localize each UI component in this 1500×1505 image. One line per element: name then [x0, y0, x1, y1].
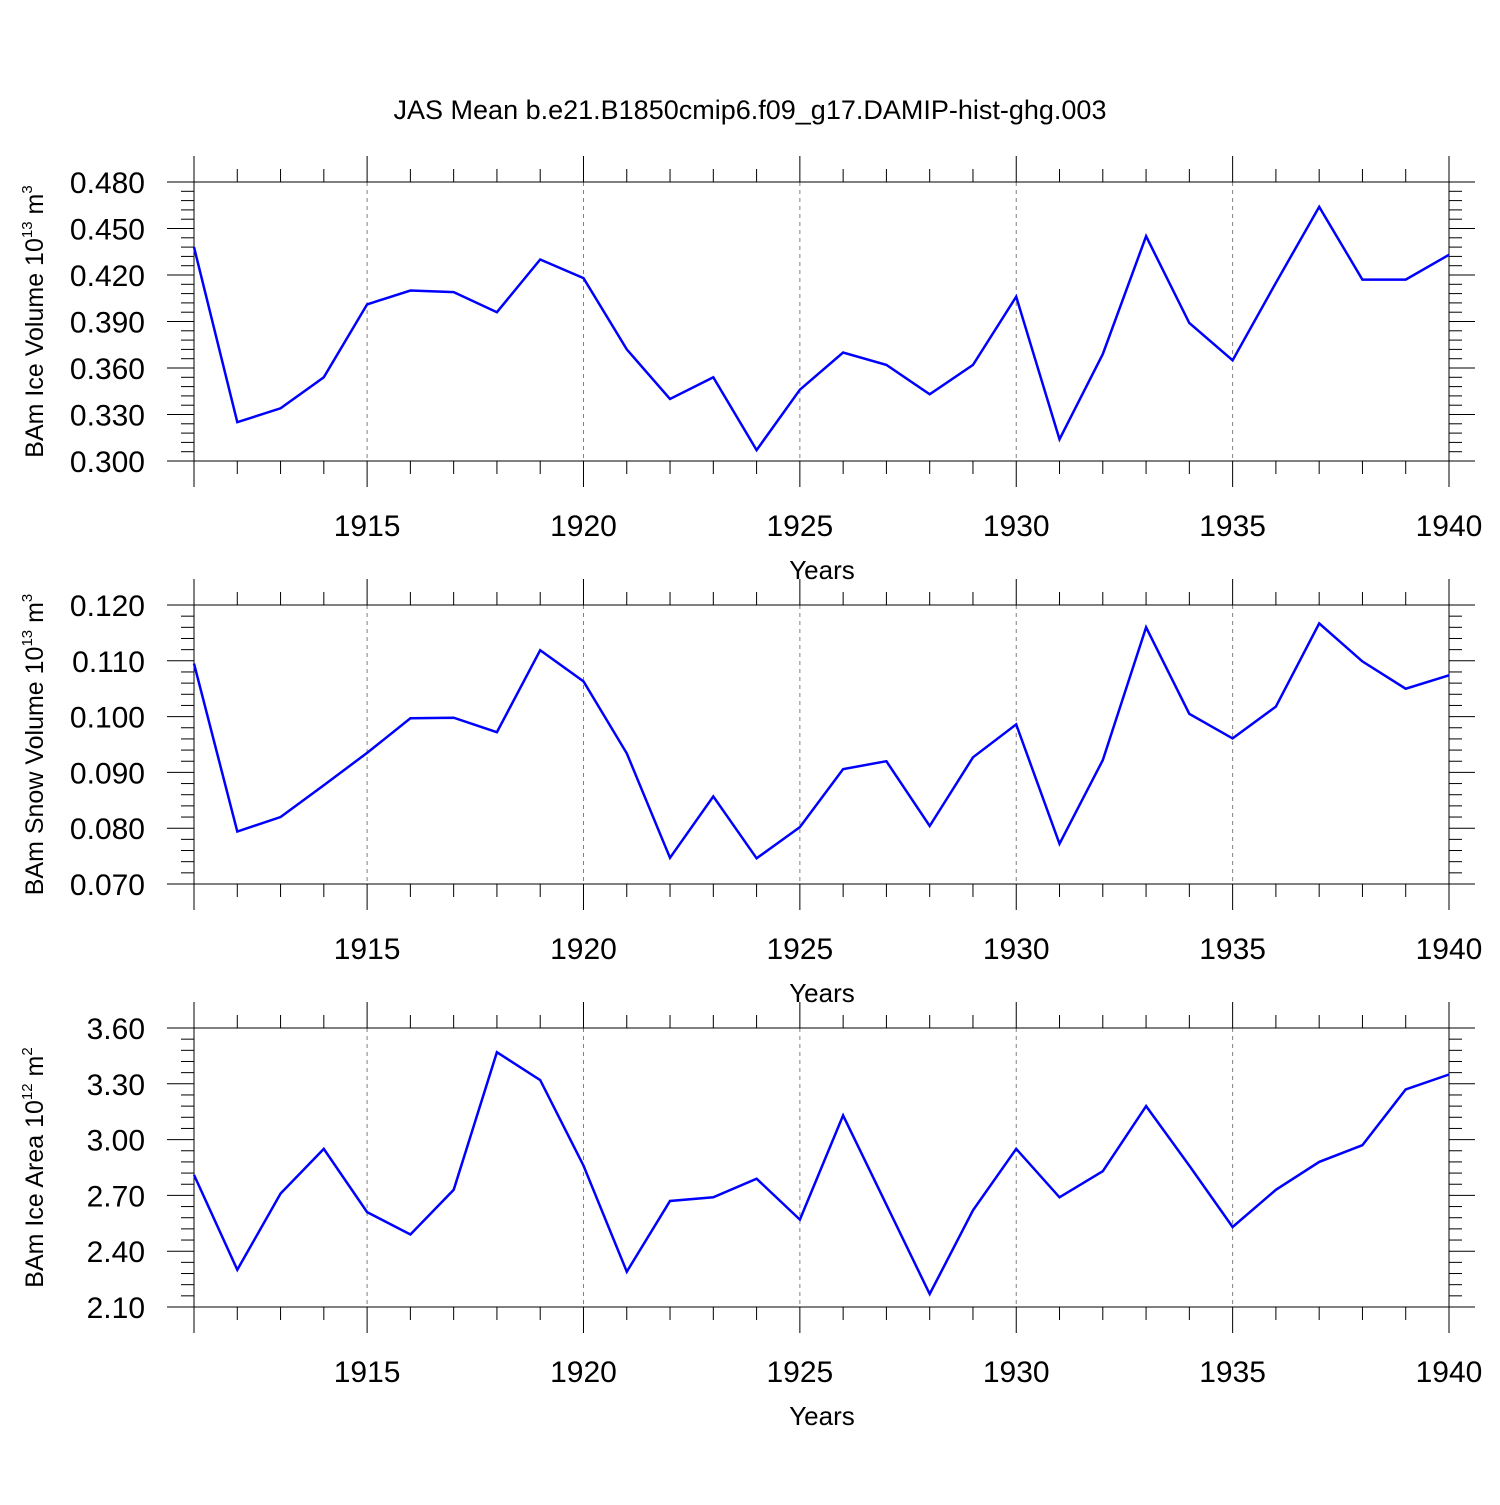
y-axis-label-exponent: 12: [19, 1083, 36, 1100]
y-tick-label: 0.110: [72, 646, 145, 679]
y-tick-label: 2.40: [87, 1236, 145, 1269]
y-axis-label-exponent: 13: [19, 221, 36, 238]
y-axis-label: BAm Ice Area 1012 m2: [19, 1047, 49, 1287]
y-axis-label-unit: m: [21, 1056, 49, 1084]
y-axis-label-unit-exponent: 3: [19, 185, 36, 193]
y-tick-label: 0.120: [70, 590, 145, 623]
x-tick-label: 1930: [983, 1356, 1050, 1389]
y-tick-label: 3.30: [87, 1069, 145, 1102]
y-tick-label: 0.420: [70, 260, 145, 293]
y-tick-label: 3.60: [87, 1013, 145, 1046]
y-tick-label: 0.070: [70, 869, 145, 902]
x-tick-label: 1925: [766, 1356, 833, 1389]
x-tick-label: 1915: [334, 1356, 401, 1389]
y-tick-label: 0.300: [70, 446, 145, 479]
y-axis-label-unit: m: [21, 602, 49, 630]
y-axis-label-unit: m: [21, 194, 49, 222]
x-tick-label: 1935: [1199, 1356, 1266, 1389]
y-axis-label: BAm Ice Volume 1013 m3: [19, 185, 49, 457]
x-tick-label: 1920: [550, 1356, 617, 1389]
y-tick-label: 0.390: [70, 307, 145, 340]
y-tick-label: 0.080: [70, 813, 145, 846]
y-tick-label: 0.450: [70, 214, 145, 247]
chart-panel-1: 0.300 0.330 0.360 0.390 0.420 0.450 0.480 1915 1…: [19, 156, 1482, 585]
x-tick-label: 1920: [550, 510, 617, 543]
series-line: [192, 204, 1450, 453]
y-tick-label: 0.090: [70, 757, 145, 790]
x-tick-label: 1935: [1199, 933, 1266, 966]
y-axis-label-text: BAm Snow Volume 10: [21, 647, 49, 896]
y-tick-label: 3.00: [87, 1125, 145, 1158]
x-tick-label: 1940: [1416, 1356, 1483, 1389]
y-axis-label-text: BAm Ice Area 10: [21, 1100, 49, 1288]
chart-panel-3: 2.10 2.40 2.70 3.00 3.30 3.60 1915 1920 1925 1930…: [19, 1002, 1482, 1431]
y-axis-label-unit-exponent: 3: [19, 594, 36, 602]
series-line: [192, 621, 1450, 861]
y-tick-label: 2.10: [87, 1292, 145, 1325]
y-tick-label: 0.360: [70, 353, 145, 386]
x-axis-label: Years: [789, 978, 855, 1008]
x-tick-label: 1920: [550, 933, 617, 966]
x-tick-label: 1915: [334, 510, 401, 543]
series-line: [192, 1050, 1450, 1297]
x-tick-label: 1915: [334, 933, 401, 966]
chart-title: JAS Mean b.e21.B1850cmip6.f09_g17.DAMIP-…: [394, 95, 1107, 125]
x-tick-label: 1930: [983, 510, 1050, 543]
y-axis-label: BAm Snow Volume 1013 m3: [19, 594, 49, 896]
x-tick-label: 1940: [1416, 933, 1483, 966]
x-axis-label: Years: [789, 1401, 855, 1431]
x-tick-label: 1930: [983, 933, 1050, 966]
x-tick-label: 1940: [1416, 510, 1483, 543]
y-tick-label: 0.480: [70, 167, 145, 200]
x-tick-label: 1925: [766, 510, 833, 543]
chart-panel-2: 0.070 0.080 0.090 0.100 0.110 0.120 1915 1920 19…: [19, 579, 1482, 1008]
y-tick-label: 0.100: [70, 702, 145, 735]
y-tick-label: 0.330: [70, 400, 145, 433]
y-axis-label-text: BAm Ice Volume 10: [21, 238, 49, 458]
y-axis-label-exponent: 13: [19, 630, 36, 647]
x-axis-label: Years: [789, 555, 855, 585]
x-tick-label: 1925: [766, 933, 833, 966]
x-tick-label: 1935: [1199, 510, 1266, 543]
y-tick-label: 2.70: [87, 1180, 145, 1213]
y-axis-label-unit-exponent: 2: [19, 1047, 36, 1055]
